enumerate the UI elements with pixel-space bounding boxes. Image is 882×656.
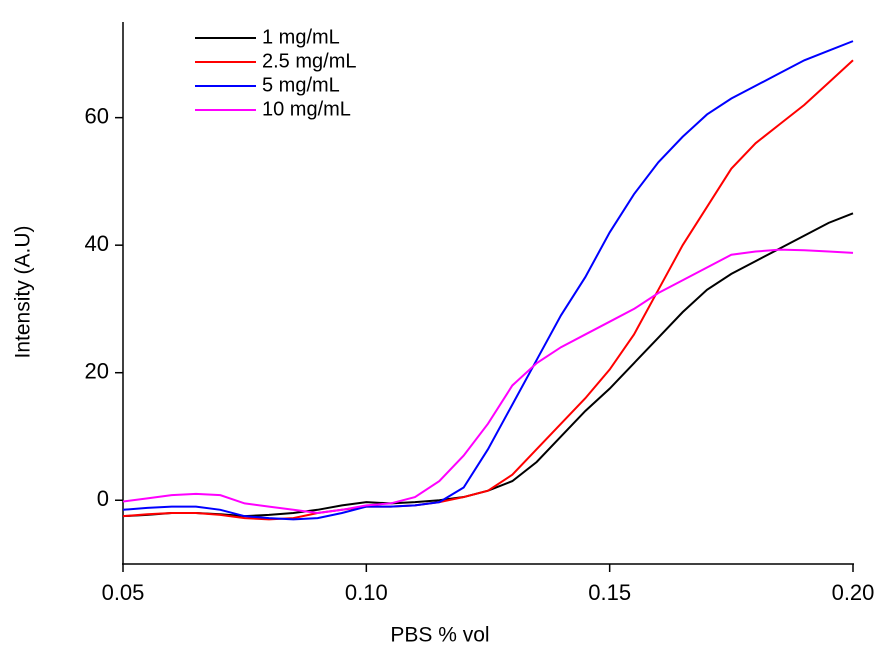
y-axis-label: Intensity (A.U) <box>12 225 35 358</box>
legend-label: 2.5 mg/mL <box>262 50 356 72</box>
x-tick-label: 0.15 <box>588 580 631 605</box>
y-tick-label: 40 <box>85 231 109 256</box>
y-tick-label: 0 <box>97 486 109 511</box>
y-tick-label: 20 <box>85 359 109 384</box>
legend-label: 1 mg/mL <box>262 26 340 48</box>
legend-label: 5 mg/mL <box>262 74 340 96</box>
x-tick-label: 0.20 <box>832 580 875 605</box>
series-line <box>122 212 854 518</box>
legend-label: 10 mg/mL <box>262 98 351 120</box>
x-axis-label: PBS % vol <box>390 624 489 647</box>
series-line <box>122 59 854 521</box>
series-line <box>122 248 854 514</box>
y-tick-label: 60 <box>85 103 109 128</box>
x-tick-label: 0.05 <box>102 580 145 605</box>
series-line <box>122 40 854 521</box>
x-tick-label: 0.10 <box>345 580 388 605</box>
